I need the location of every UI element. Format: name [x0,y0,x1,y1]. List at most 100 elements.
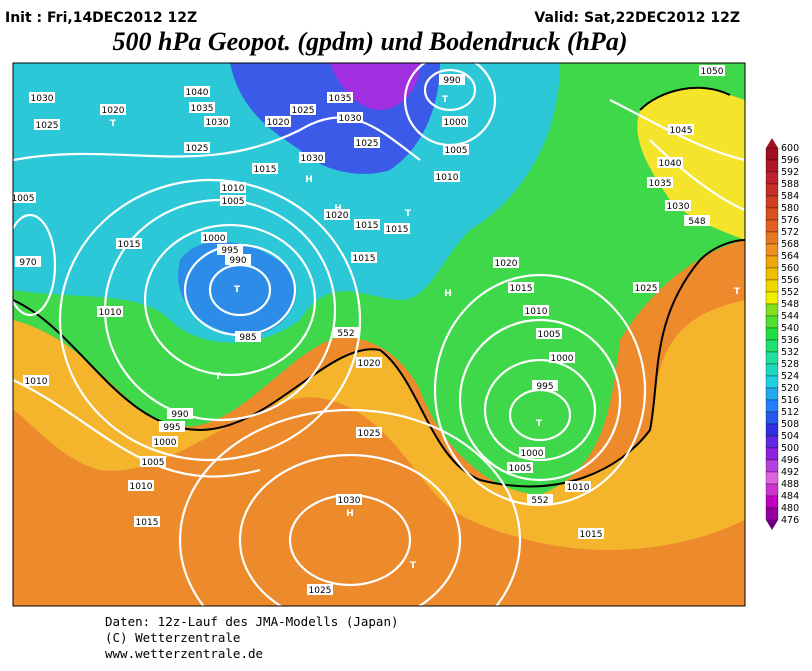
colorbar-segment [765,327,779,341]
isobar-label: 1025 [292,106,315,116]
map-frame [12,62,746,607]
isobar-label: 1000 [551,354,574,364]
colorbar-label: 544 [781,311,799,322]
colorbar-label: 580 [781,203,799,214]
label-box [442,116,468,127]
colorbar-label: 532 [781,347,799,358]
pressure-center: T [215,372,222,382]
colorbar-segment [765,363,779,377]
isobar-label: 1050 [701,67,724,77]
contour-552-north [639,86,731,111]
colorbar-label: 572 [781,227,799,238]
isobar-label: 1015 [510,284,533,294]
colorbar-label: 504 [781,431,799,442]
label-box [220,195,246,206]
label-box [34,119,60,130]
label-box [527,494,553,505]
isobar-label: 1030 [667,202,690,212]
isobar-label: 970 [19,258,36,268]
isobar-label: 1030 [206,118,229,128]
colorbar-label: 496 [781,455,799,466]
footer-line: www.wetterzentrale.de [105,646,263,661]
isobar-label: 1010 [99,308,122,318]
colorbar-segment [765,387,779,401]
label-box [225,254,251,265]
colorbar-label: 584 [781,191,799,202]
colorbar-segment [765,279,779,293]
isobar-label: 1035 [191,104,214,114]
colorbar-segment [765,495,779,509]
colorbar-label: 480 [781,503,799,514]
pressure-center: T [734,287,741,297]
label-box [97,306,123,317]
colorbar-segment [765,231,779,245]
isobar-label: 1010 [567,483,590,493]
isobar-label: 1025 [635,284,658,294]
colorbar-label: 596 [781,155,799,166]
label-box [523,305,549,316]
label-box [337,112,363,123]
pressure-center: H [305,175,313,185]
isobar-label: 1005 [222,197,245,207]
label-box [536,328,562,339]
label-box [647,177,673,188]
isobar-label: 1010 [436,173,459,183]
isobar-label: 548 [688,217,705,227]
isobar-label: 1015 [356,221,379,231]
colorbar-label: 552 [781,287,799,298]
label-box [519,447,545,458]
label-box [439,74,465,85]
colorbar-label: 540 [781,323,799,334]
label-box [128,480,154,491]
colorbar-segment [765,507,779,521]
label-box [351,252,377,263]
label-box [493,257,519,268]
isobar-label: 1025 [36,121,59,131]
label-box [15,256,41,267]
isobar-label: 1000 [444,118,467,128]
label-box [217,244,243,255]
isobar-label: 1020 [267,118,290,128]
label-box [443,144,469,155]
isobar-label: 1005 [445,146,468,156]
isobar-label: 1035 [329,94,352,104]
label-box [633,282,659,293]
colorbar-segment [765,459,779,473]
label-box [184,86,210,97]
colorbar-segment [765,267,779,281]
isobar-label: 1005 [538,330,561,340]
isobar-label: 990 [443,76,460,86]
colorbar-segment [765,315,779,329]
label-box [167,408,193,419]
label-box [324,209,350,220]
colorbar-cap [766,138,778,148]
label-box [152,436,178,447]
colorbar-segment [765,243,779,257]
label-box [336,494,362,505]
label-box [508,282,534,293]
colorbar-label: 576 [781,215,799,226]
colorbar-label: 588 [781,179,799,190]
label-box [434,171,460,182]
colorbar-label: 520 [781,383,799,394]
isobar-label: 552 [531,496,548,506]
label-box [354,137,380,148]
isobar-label: 1020 [326,211,349,221]
colorbar-segment [765,303,779,317]
colorbar-segment [765,195,779,209]
colorbar-segment [765,447,779,461]
label-box [532,380,558,391]
colorbar-segment [765,147,779,161]
colorbar-segment [765,375,779,389]
isobar-label: 552 [337,329,354,339]
isobar-label: 1010 [222,184,245,194]
init-time: Init : Fri,14DEC2012 12Z [5,10,197,26]
label-box [290,104,316,115]
colorbar-segment [765,483,779,497]
label-box [252,163,278,174]
isobar-label: 1025 [309,586,332,596]
valid-time: Valid: Sat,22DEC2012 12Z [534,10,740,26]
label-box [327,92,353,103]
isobar-label: 1030 [338,496,361,506]
